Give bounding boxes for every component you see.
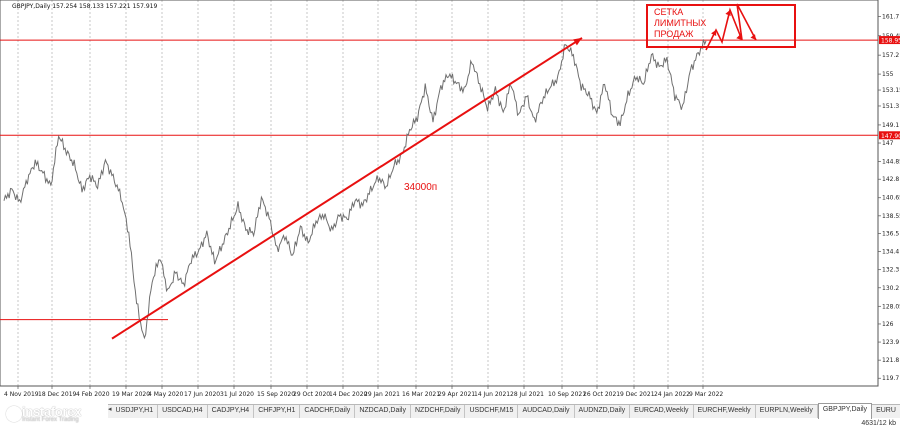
tab-audcad-daily[interactable]: AUDCAD,Daily [518, 405, 575, 418]
y-tick-label: 153.15 [882, 87, 900, 94]
tab-audnzd-daily[interactable]: AUDNZD,Daily [575, 405, 631, 418]
annotation-text: СЕТКА ЛИМИТНЫХ ПРОДАЖ [654, 7, 724, 40]
price-label-bg [879, 131, 900, 140]
forecast-arrowhead [736, 34, 742, 40]
y-tick-label: 140.65 [882, 195, 900, 202]
y-tick-label: 136.5 [882, 230, 899, 237]
trend-arrow [111, 37, 583, 340]
x-tick-label: 14 Dec 2020 [329, 391, 368, 398]
tab-cadjpy-h4[interactable]: CADJPY,H4 [208, 405, 255, 418]
tab-gbpjpy-daily[interactable]: GBPJPY,Daily [817, 403, 873, 419]
y-tick-label: 119.7 [882, 375, 899, 382]
y-tick-label: 123.9 [882, 339, 899, 346]
trend-arrowhead [573, 37, 582, 46]
x-tick-label: 9 Dec 2021 [620, 391, 655, 398]
annotation-line-3: ПРОДАЖ [654, 29, 694, 39]
x-tick-label: 26 Oct 2021 [583, 391, 620, 398]
y-tick-label: 121.8 [882, 357, 899, 364]
x-tick-label: 18 Dec 2019 [38, 391, 77, 398]
x-tick-label: 10 Sep 2021 [548, 391, 586, 398]
y-tick-label: 157.2 [882, 52, 899, 59]
tab-cadchf-daily[interactable]: CADCHF,Daily [300, 405, 356, 418]
x-tick-label: 4 May 2020 [148, 391, 183, 398]
y-tick-label: 161.7 [882, 13, 899, 20]
tab-eurchf-weekly[interactable]: EURCHF,Weekly [694, 405, 756, 418]
price-labels: 158.95 147.90 [879, 36, 900, 140]
logo: instaforex Instant Forex Trading [6, 404, 106, 426]
price-label: 158.95 [881, 38, 900, 45]
tab-nzdchf-daily[interactable]: NZDCHF,Daily [411, 405, 466, 418]
vertical-gridlines [17, 0, 704, 386]
annotation-box [646, 4, 796, 48]
logo-name: instaforex [22, 404, 82, 419]
x-tick-label: 4 Nov 2019 [4, 391, 39, 398]
price-line [3, 39, 707, 340]
y-tick-label: 151.3 [882, 103, 899, 110]
y-tick-label: 144.85 [882, 159, 900, 166]
x-tick-label: 16 Mar 2021 [402, 391, 440, 398]
logo-icon [6, 406, 22, 422]
symbol-info: GBPJPY,Daily 157.254 158.133 157.221 157… [12, 3, 157, 10]
tab-euru[interactable]: EURU [872, 405, 900, 418]
tab-nzdcad-daily[interactable]: NZDCAD,Daily [355, 405, 411, 418]
y-tick-label: 132.3 [882, 267, 899, 274]
x-tick-label: 9 Mar 2022 [689, 391, 723, 398]
x-tick-label: 24 Jan 2022 [654, 391, 690, 398]
trend-line [111, 37, 583, 340]
tab-eurcad-weekly[interactable]: EURCAD,Weekly [630, 405, 694, 418]
tab-eurpln-weekly[interactable]: EURPLN,Weekly [756, 405, 818, 418]
x-tick-label: 14 Jun 2021 [474, 391, 510, 398]
x-axis: 4 Nov 2019 18 Dec 2019 4 Feb 2020 19 Mar 20… [4, 386, 723, 398]
annotation-line-1: СЕТКА [654, 7, 684, 17]
x-tick-label: 15 Sep 2020 [257, 391, 295, 398]
plot-frame [0, 0, 879, 387]
chart-tabs: ◂ USDJPY,H1 USDCAD,H4 CADJPY,H4 CHFJPY,H1 CAD… [108, 403, 900, 419]
status-traffic: 4631/12 kb [861, 420, 896, 427]
x-tick-label: 29 Apr 2021 [438, 391, 475, 398]
x-tick-label: 31 Jul 2020 [220, 391, 254, 398]
y-tick-label: 128.05 [882, 303, 900, 310]
x-tick-label: 4 Feb 2020 [76, 391, 110, 398]
x-tick-label: 19 Mar 2020 [112, 391, 150, 398]
tabs-scroll-left-icon[interactable]: ◂ [108, 405, 112, 413]
y-tick-label: 138.55 [882, 213, 900, 220]
y-tick-label: 147 [882, 140, 894, 147]
y-tick-label: 142.8 [882, 176, 899, 183]
trend-label: 34000п [404, 182, 437, 193]
annotation-line-2: ЛИМИТНЫХ [654, 18, 707, 28]
x-tick-label: 17 Jun 2020 [184, 391, 220, 398]
tab-usdchf-m15[interactable]: USDCHF,M15 [465, 405, 519, 418]
y-tick-label: 134.4 [882, 249, 899, 256]
forecast-arrows [705, 3, 757, 51]
price-label: 147.90 [881, 133, 900, 140]
x-tick-label: 28 Jul 2021 [510, 391, 544, 398]
y-tick-label: 130.2 [882, 285, 899, 292]
y-tick-label: 155 [882, 71, 894, 78]
y-tick-label: 149.1 [882, 122, 899, 129]
tab-usdcad-h4[interactable]: USDCAD,H4 [158, 405, 208, 418]
logo-subtitle: Instant Forex Trading [22, 417, 79, 423]
horizontal-levels [0, 39, 878, 321]
tab-chfjpy-h1[interactable]: CHFJPY,H1 [254, 405, 301, 418]
x-tick-label: 29 Jan 2021 [364, 391, 400, 398]
forecast-arrowhead [750, 34, 756, 40]
y-axis: 161.7159.45157.2155153.15151.3149.114714… [878, 13, 900, 382]
x-tick-label: 29 Oct 2020 [293, 391, 330, 398]
price-label-bg [879, 36, 900, 45]
y-tick-label: 126 [882, 321, 894, 328]
forecast-arrowhead [725, 10, 731, 16]
forecast-arrowhead [711, 30, 717, 36]
tab-usdjpy-h1[interactable]: USDJPY,H1 [112, 405, 159, 418]
